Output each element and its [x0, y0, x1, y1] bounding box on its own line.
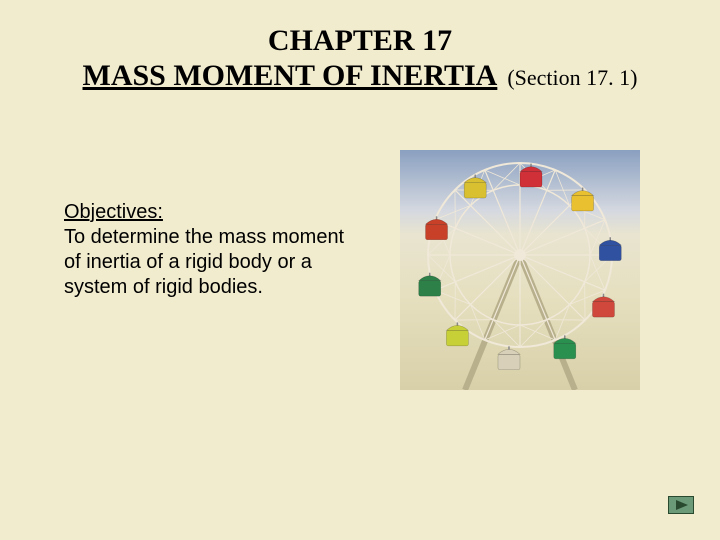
- next-slide-button[interactable]: [668, 496, 694, 514]
- objectives-text: To determine the mass moment of inertia …: [64, 226, 344, 298]
- title-line: MASS MOMENT OF INERTIA (Section 17. 1): [0, 59, 720, 93]
- title-block: CHAPTER 17 MASS MOMENT OF INERTIA (Secti…: [0, 0, 720, 93]
- objectives-block: Objectives: To determine the mass moment…: [64, 200, 364, 300]
- chapter-number: CHAPTER 17: [0, 24, 720, 59]
- section-label: (Section 17. 1): [507, 65, 637, 90]
- main-title: MASS MOMENT OF INERTIA: [83, 59, 498, 92]
- ferris-wheel-image: [400, 150, 640, 390]
- objectives-heading: Objectives:: [64, 201, 163, 223]
